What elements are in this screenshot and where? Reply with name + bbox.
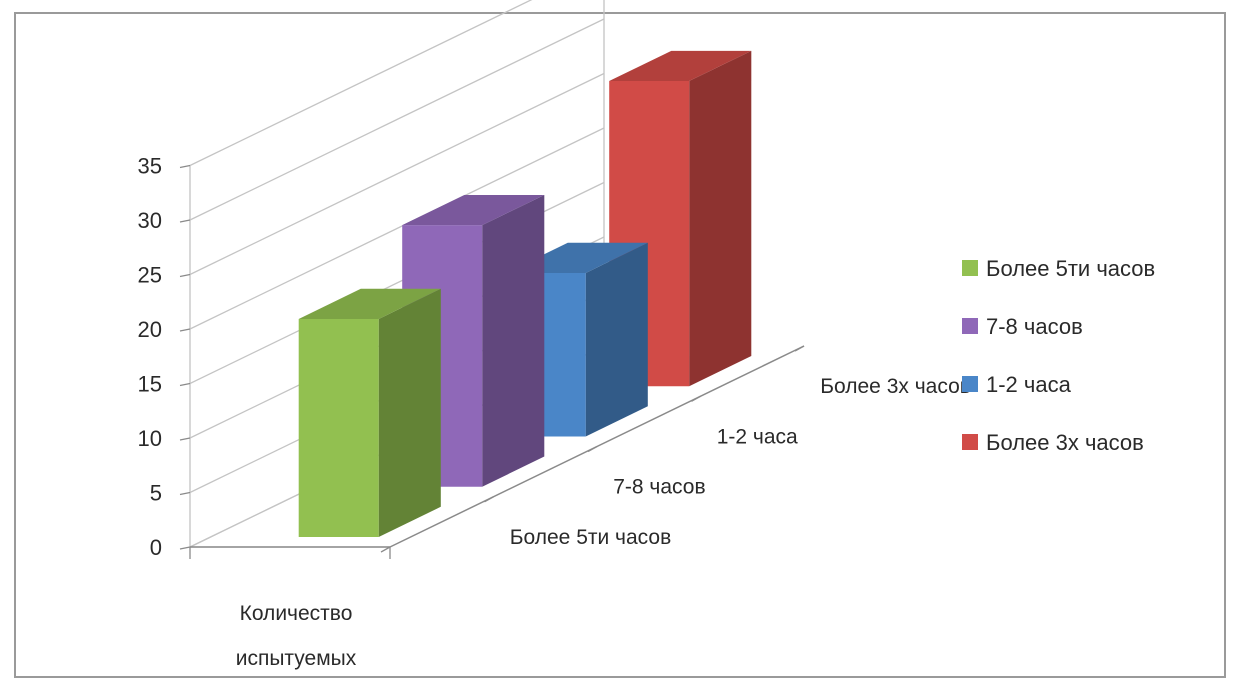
depth-label: 7-8 часов <box>613 476 705 499</box>
gridline <box>189 72 605 276</box>
legend-label: Более 5ти часов <box>986 256 1155 281</box>
depth-axis: Более 5ти часов 7-8 часов 1-2 часа Более 3х… <box>189 345 971 559</box>
y-tick-label: 5 <box>150 481 162 506</box>
legend-label: 1-2 часа <box>986 372 1072 397</box>
y-tick-label: 15 <box>138 372 162 397</box>
y-tick-mark <box>179 437 191 441</box>
bar-side-face <box>689 50 752 387</box>
gridline <box>189 18 605 221</box>
y-tick-mark <box>179 164 191 169</box>
bar-front-face <box>298 318 379 537</box>
y-tick-mark <box>179 328 191 332</box>
category-label-line-1: Количество <box>240 602 353 625</box>
bar-side-face <box>585 242 648 437</box>
y-axis-ticks: 0 5 10 15 20 25 30 35 <box>138 154 191 560</box>
legend-swatch <box>962 376 978 392</box>
legend-swatch <box>962 260 978 276</box>
legend: Более 5ти часов 7-8 часов 1-2 часа Более 3х… <box>962 256 1155 455</box>
bar-side-face <box>378 288 441 537</box>
y-tick-mark <box>179 546 191 550</box>
gridline <box>189 127 605 330</box>
bar-top-face <box>609 50 752 81</box>
depth-tick-mark <box>691 395 701 402</box>
bar-top-face <box>402 194 545 226</box>
bar-side-face <box>482 194 545 487</box>
bar-1 <box>298 288 441 537</box>
depth-tick-mark <box>380 546 391 553</box>
depth-label: Более 3х часов <box>820 375 971 398</box>
depth-tick-mark <box>484 496 494 503</box>
y-tick-label: 20 <box>138 317 162 342</box>
y-tick-mark <box>179 382 191 387</box>
y-tick-mark <box>179 219 191 223</box>
category-label: Количество испытуемых <box>236 602 357 670</box>
y-tick-label: 10 <box>138 426 162 451</box>
gridline <box>189 0 533 167</box>
depth-tick-mark <box>794 345 805 352</box>
y-tick-label: 25 <box>138 263 162 288</box>
y-tick-label: 35 <box>138 154 162 179</box>
y-tick-mark <box>179 491 191 496</box>
legend-label: Более 3х часов <box>986 430 1144 455</box>
legend-swatch <box>962 318 978 334</box>
y-tick-mark <box>179 273 191 278</box>
category-label-line-2: испытуемых <box>236 647 357 670</box>
depth-label: 1-2 часа <box>717 425 798 448</box>
depth-tick-mark <box>587 445 598 453</box>
y-tick-label: 0 <box>150 535 162 560</box>
bar-top-face <box>298 288 441 319</box>
depth-label: Более 5ти часов <box>510 526 672 549</box>
bars <box>298 50 752 537</box>
legend-label: 7-8 часов <box>986 314 1083 339</box>
legend-swatch <box>962 434 978 450</box>
y-tick-label: 30 <box>138 208 162 233</box>
